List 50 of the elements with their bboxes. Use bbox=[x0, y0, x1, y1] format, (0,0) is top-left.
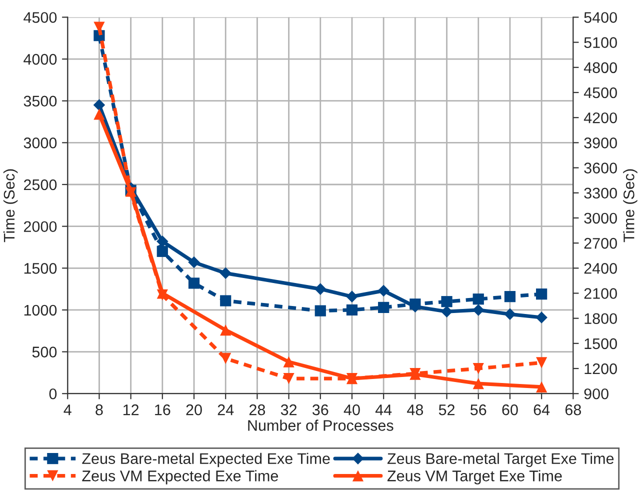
y-tick-label: 0 bbox=[49, 388, 57, 400]
y-tick-label: 2000 bbox=[24, 221, 57, 232]
legend-label: Zeus VM Expected Exe Time bbox=[82, 470, 278, 484]
x-tick-label: 64 bbox=[534, 404, 550, 416]
x-tick-label: 28 bbox=[249, 404, 266, 416]
y-tick-label: 3000 bbox=[24, 138, 57, 148]
y2-tick-label: 2700 bbox=[584, 238, 617, 249]
y2-tick-label: 5400 bbox=[584, 12, 617, 23]
y2-tick-label: 3300 bbox=[584, 188, 617, 199]
x-tick-label: 36 bbox=[312, 404, 328, 416]
y2-tick-label: 3900 bbox=[584, 138, 617, 148]
y-axis-title: Time (Sec) bbox=[3, 169, 18, 242]
x-axis-title: Number of Processes bbox=[248, 420, 394, 431]
x-tick-label: 52 bbox=[438, 404, 455, 416]
y-tick-label: 500 bbox=[32, 346, 57, 358]
y-tick-label: 1500 bbox=[24, 263, 57, 274]
x-tick-label: 60 bbox=[502, 404, 518, 416]
x-tick-label: 48 bbox=[407, 404, 424, 416]
x-tick-label: 32 bbox=[280, 404, 297, 416]
y2-tick-label: 3000 bbox=[584, 212, 617, 224]
y2-tick-label: 2100 bbox=[584, 288, 617, 299]
y2-tick-label: 5100 bbox=[584, 37, 617, 48]
y-tick-label: 4500 bbox=[24, 12, 57, 23]
y2-tick-label: 3600 bbox=[584, 162, 617, 174]
x-tick-label: 40 bbox=[344, 404, 360, 416]
y2-tick-label: 900 bbox=[584, 388, 608, 400]
x-tick-label: 56 bbox=[470, 404, 486, 416]
y-tick-label: 1000 bbox=[24, 304, 57, 316]
y-tick-label: 3500 bbox=[24, 96, 57, 107]
y2-tick-label: 1500 bbox=[584, 338, 617, 350]
y2-tick-label: 4500 bbox=[584, 87, 617, 98]
legend-label: Zeus Bare-metal Target Exe Time bbox=[387, 452, 614, 468]
legend-label: Zeus VM Target Exe Time bbox=[387, 470, 562, 484]
x-tick-label: 44 bbox=[375, 404, 392, 416]
x-tick-label: 68 bbox=[565, 404, 581, 416]
y2-tick-label: 2400 bbox=[584, 263, 617, 274]
y2-axis-title: Time (Sec) bbox=[623, 169, 638, 242]
x-tick-label: 20 bbox=[186, 404, 202, 416]
y2-tick-label: 4200 bbox=[584, 112, 617, 124]
legend-label: Zeus Bare-metal Expected Exe Time bbox=[82, 452, 330, 468]
y2-tick-label: 1200 bbox=[584, 363, 617, 374]
y2-tick-label: 1800 bbox=[584, 313, 617, 324]
x-tick-label: 16 bbox=[155, 404, 170, 416]
x-tick-label: 24 bbox=[218, 404, 234, 416]
y-tick-label: 4000 bbox=[24, 54, 57, 65]
x-tick-label: 12 bbox=[123, 404, 139, 416]
y2-tick-label: 4800 bbox=[584, 62, 617, 74]
x-tick-label: 4 bbox=[64, 404, 72, 416]
y-tick-label: 2500 bbox=[24, 179, 57, 190]
x-tick-label: 8 bbox=[96, 404, 103, 416]
